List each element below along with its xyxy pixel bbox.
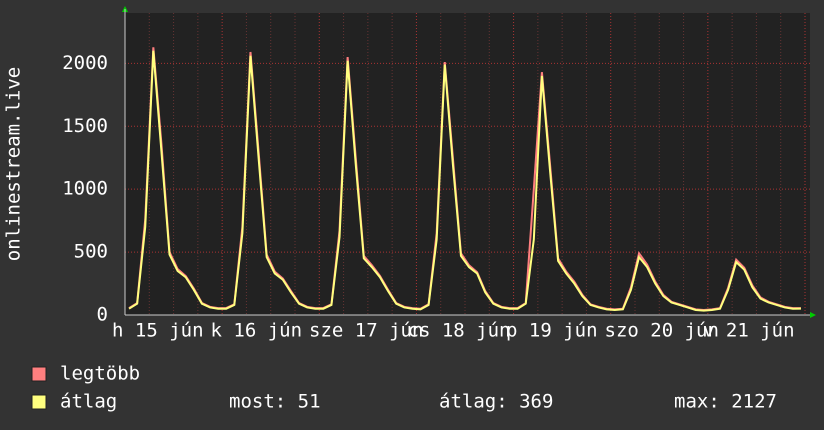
legend-label: átlag	[60, 391, 117, 413]
legend-swatch	[31, 394, 47, 410]
x-tick-label: k 16 jún	[211, 320, 303, 342]
y-tick-label: 1000	[62, 178, 108, 200]
stat-text: max: 2127	[674, 391, 777, 413]
series-line	[128, 50, 801, 312]
x-tick-label: szo 20 jún	[605, 320, 719, 342]
x-tick-label: h 15 jún	[112, 320, 204, 342]
axis-arrow	[810, 312, 816, 318]
plot-area	[125, 13, 810, 315]
y-tick-label: 2000	[62, 52, 108, 74]
y-axis-label: onlinestream.live	[3, 67, 25, 261]
x-tick-label: v 21 jún	[703, 320, 795, 342]
x-tick-label: sze 17 jún	[309, 320, 423, 342]
x-tick-label: p 19 jún	[506, 320, 598, 342]
y-tick-label: 1500	[62, 115, 108, 137]
y-tick-label: 500	[74, 241, 108, 263]
y-tick-label: 0	[97, 304, 108, 326]
legend-label: legtöbb	[60, 363, 140, 385]
legend-swatch	[31, 366, 47, 382]
stat-text: most: 51	[229, 391, 321, 413]
stat-text: átlag: 369	[439, 391, 553, 413]
x-tick-label: cs 18 jún	[408, 320, 511, 342]
